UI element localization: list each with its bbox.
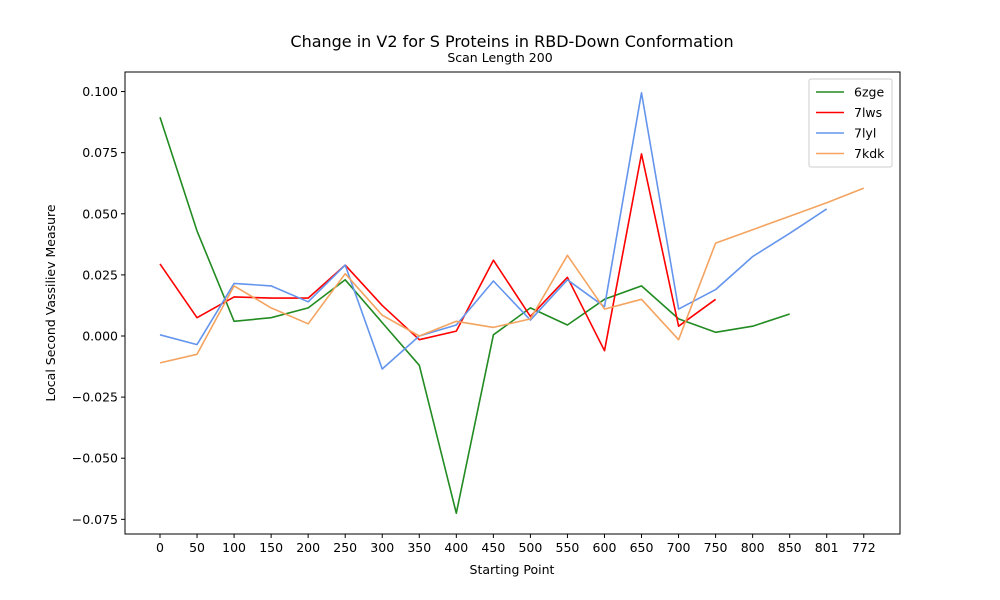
legend-label-7lws: 7lws	[854, 105, 882, 120]
x-tick-label: 300	[370, 540, 394, 555]
x-tick-label: 800	[741, 540, 765, 555]
y-axis: −0.075 −0.050 −0.025 0.000 0.025 0.050 0.075 0.…	[72, 84, 125, 527]
x-tick-label: 150	[259, 540, 283, 555]
x-tick-label: 550	[556, 540, 580, 555]
series-line-7kdk	[159, 187, 865, 364]
x-tick-label: 250	[333, 540, 357, 555]
y-axis-label: Local Second Vassiliev Measure	[43, 204, 58, 402]
x-tick-label: 400	[444, 540, 468, 555]
y-tick-label: 0.000	[82, 329, 118, 344]
x-tick-label: 700	[667, 540, 691, 555]
x-tick-label: 50	[189, 540, 205, 555]
x-tick-label: 0	[156, 540, 164, 555]
legend: 6zge 7lws 7lyl 7kdk	[808, 78, 893, 168]
x-tick-label: 200	[296, 540, 320, 555]
chart-title: Change in V2 for S Proteins in RBD-Down …	[290, 32, 733, 51]
chart-subtitle: Scan Length 200	[447, 50, 552, 65]
plot-area-frame	[124, 71, 901, 535]
series-line-7lyl	[159, 92, 828, 370]
x-tick-label: 801	[815, 540, 839, 555]
y-tick-label: 0.050	[82, 206, 118, 221]
x-axis: 0 50 100 150 200 250 300 350 400 450 500 550 600 650 7…	[156, 534, 876, 555]
series-lines	[159, 92, 865, 515]
x-tick-label: 750	[704, 540, 728, 555]
y-tick-label: 0.025	[82, 267, 118, 282]
x-tick-label: 350	[407, 540, 431, 555]
x-tick-label: 600	[593, 540, 617, 555]
legend-frame	[808, 78, 893, 168]
y-tick-label: 0.075	[82, 145, 118, 160]
x-tick-label: 500	[518, 540, 542, 555]
y-tick-label: −0.025	[72, 390, 118, 405]
x-tick-label: 100	[222, 540, 246, 555]
y-tick-label: 0.100	[82, 84, 118, 99]
x-tick-label: 772	[852, 540, 876, 555]
legend-label-7kdk: 7kdk	[854, 146, 885, 161]
series-line-6zge	[159, 116, 790, 515]
x-axis-label: Starting Point	[470, 562, 555, 577]
x-tick-label: 650	[630, 540, 654, 555]
x-tick-label: 450	[481, 540, 505, 555]
y-tick-label: −0.075	[72, 512, 118, 527]
legend-label-7lyl: 7lyl	[854, 126, 876, 141]
y-tick-label: −0.050	[72, 451, 118, 466]
legend-label-6zge: 6zge	[854, 85, 884, 100]
x-tick-label: 850	[778, 540, 802, 555]
